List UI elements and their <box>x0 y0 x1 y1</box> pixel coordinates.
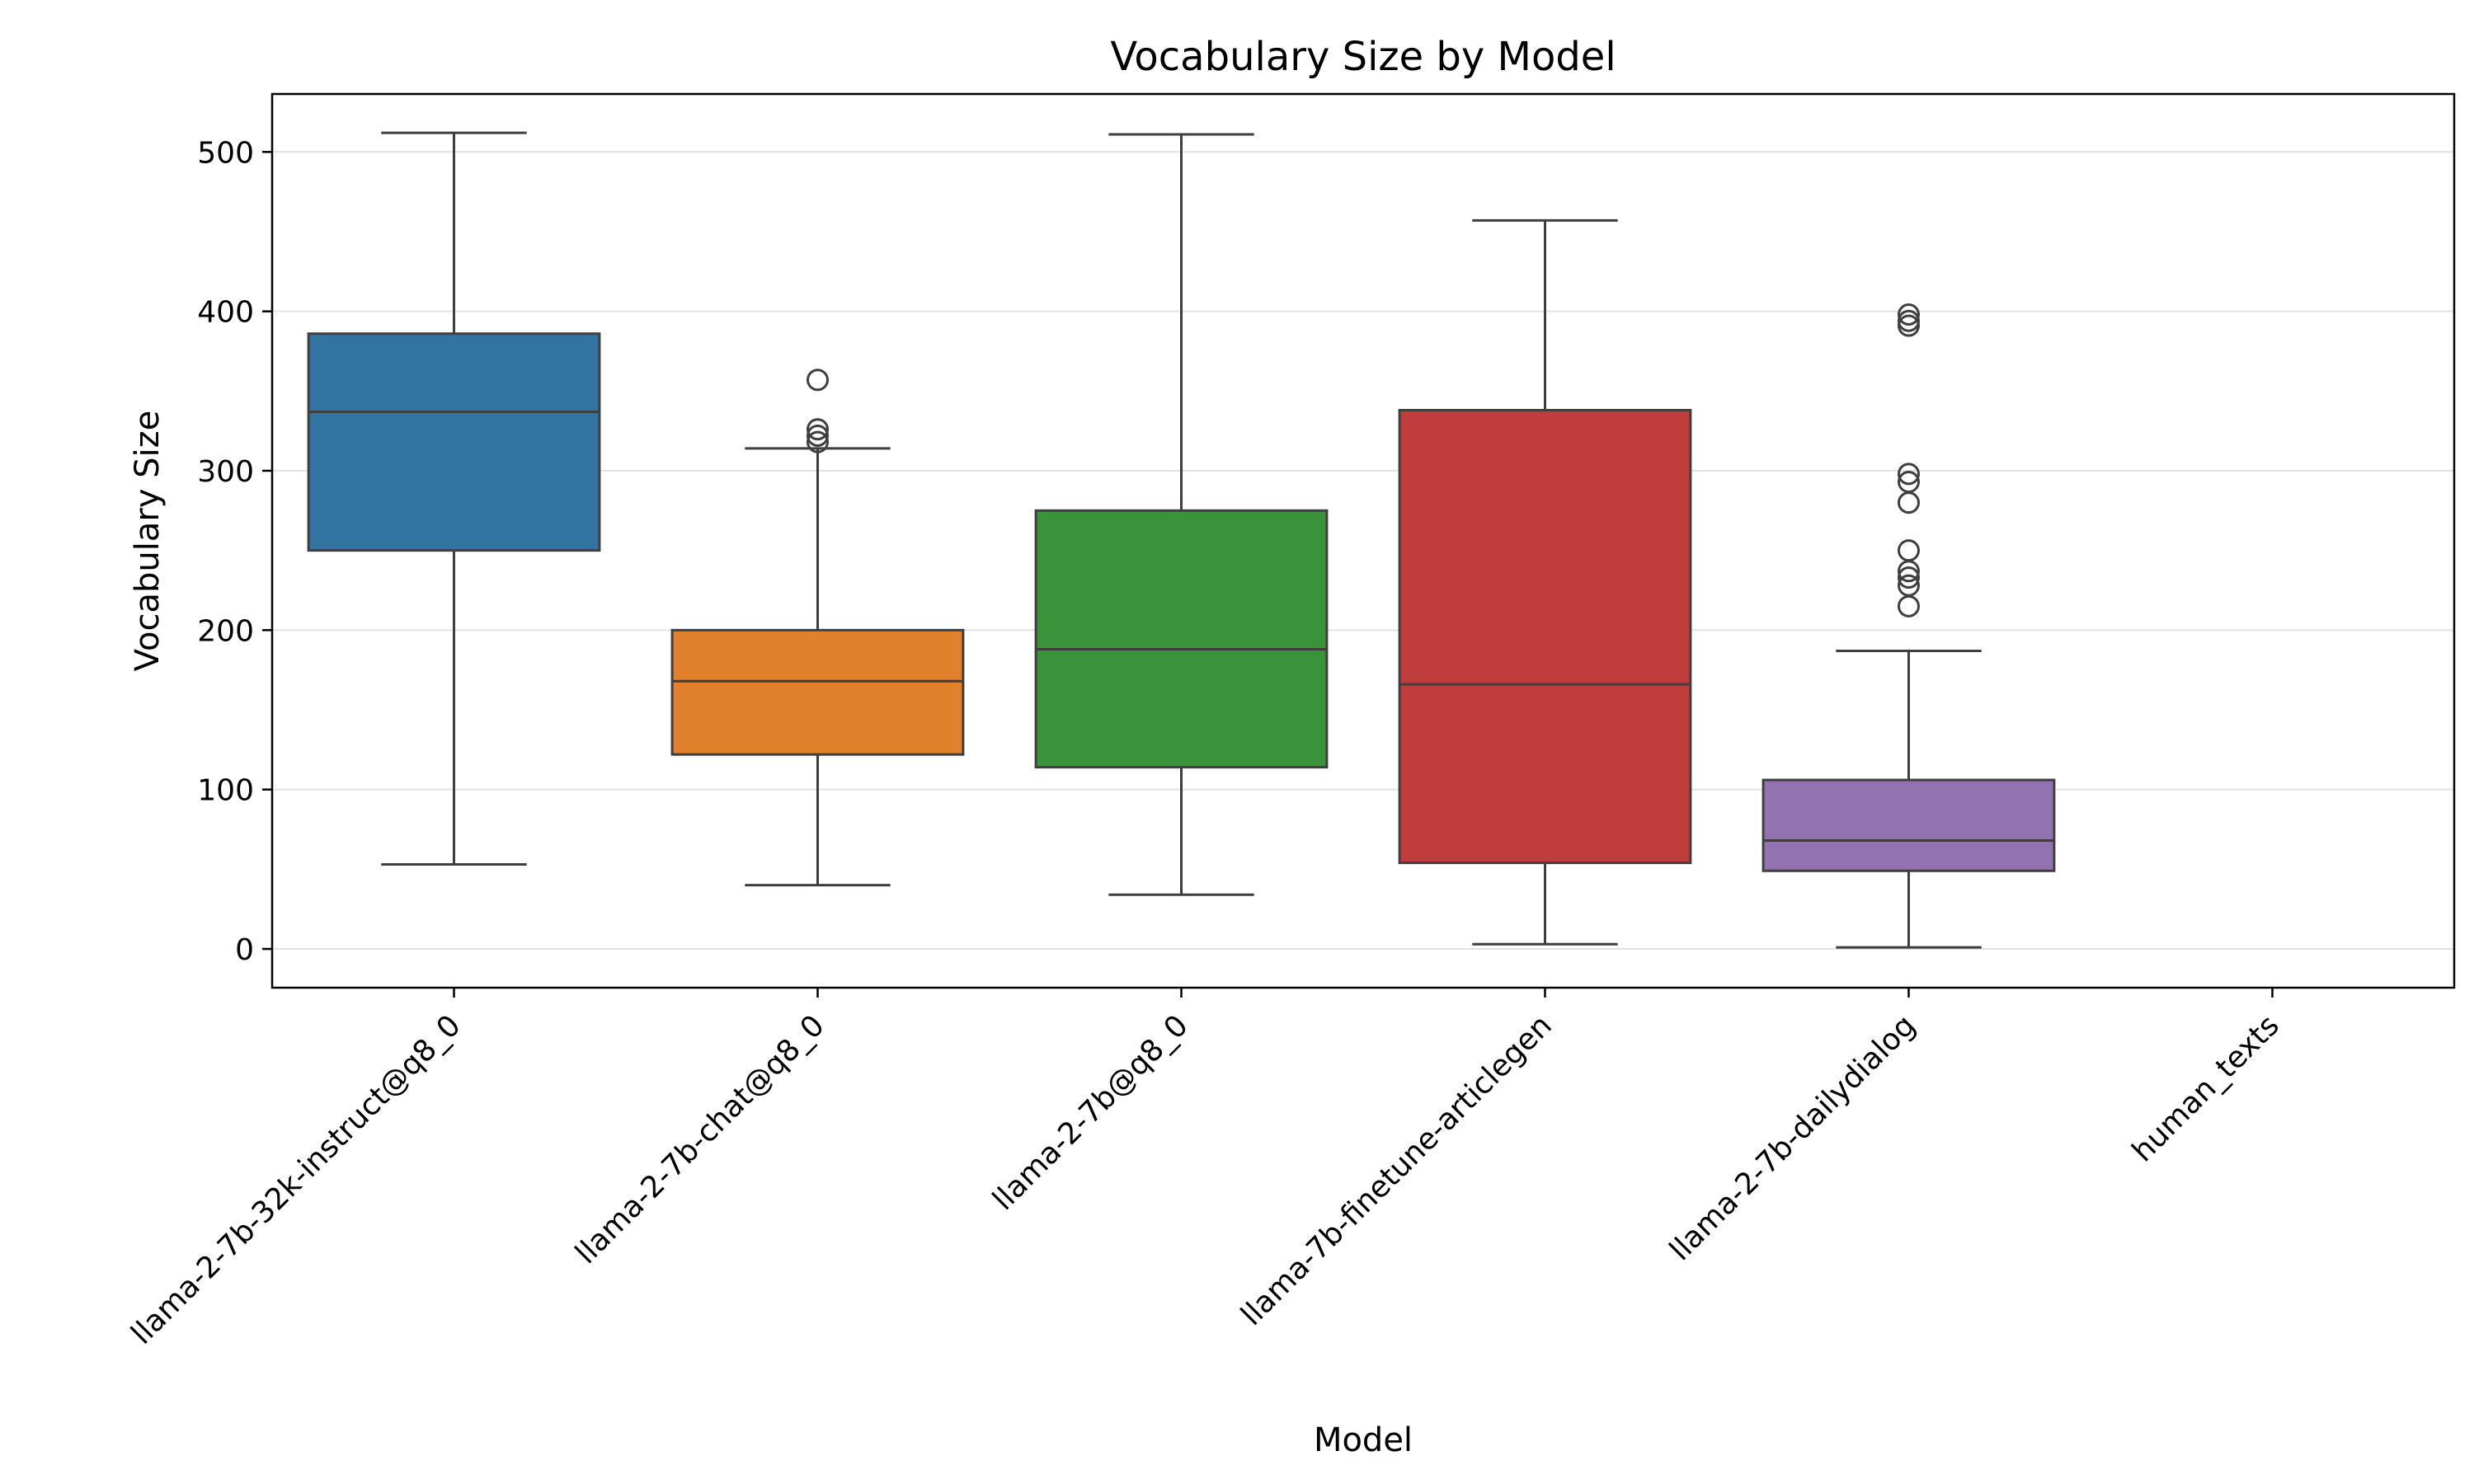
outlier-4-9 <box>1898 309 1920 332</box>
boxes <box>307 131 2056 949</box>
chart-title: Vocabulary Size by Model <box>1110 34 1616 80</box>
y-tick-label-2: 200 <box>197 614 254 648</box>
x-axis-label: Model <box>1314 1421 1413 1459</box>
y-tick-label-0: 0 <box>235 933 254 967</box>
box-body-0 <box>307 332 601 552</box>
y-tick-label-1: 100 <box>197 774 254 808</box>
outlier-1-2 <box>807 418 829 441</box>
y-tick-label-3: 300 <box>197 455 254 489</box>
box-body-2 <box>1034 509 1329 769</box>
outlier-4-4 <box>1898 539 1920 562</box>
outlier-4-6 <box>1898 471 1920 494</box>
box-0 <box>307 131 601 866</box>
box-1 <box>670 369 965 887</box>
y-axis-label: Vocabulary Size <box>129 411 167 672</box>
gridlines <box>272 151 2454 950</box>
outlier-4-7 <box>1898 463 1920 486</box>
outlier-4-2 <box>1898 566 1920 589</box>
y-tick-label-4: 400 <box>197 296 254 330</box>
outlier-1-3 <box>807 369 829 392</box>
y-tick-label-5: 500 <box>197 136 254 170</box>
box-body-4 <box>1761 778 2056 872</box>
box-4 <box>1761 303 2056 949</box>
plot-frame <box>270 92 2456 989</box>
y-axis-ticks: 0 100 200 300 400 500 <box>197 136 272 967</box>
outlier-1-0 <box>807 430 829 453</box>
box-body-3 <box>1398 409 1692 865</box>
box-body-1 <box>670 628 965 756</box>
outlier-4-1 <box>1898 574 1920 597</box>
box-3 <box>1398 218 1692 946</box>
box-2 <box>1034 133 1329 896</box>
outlier-1-1 <box>807 424 829 447</box>
outlier-4-10 <box>1898 303 1920 326</box>
